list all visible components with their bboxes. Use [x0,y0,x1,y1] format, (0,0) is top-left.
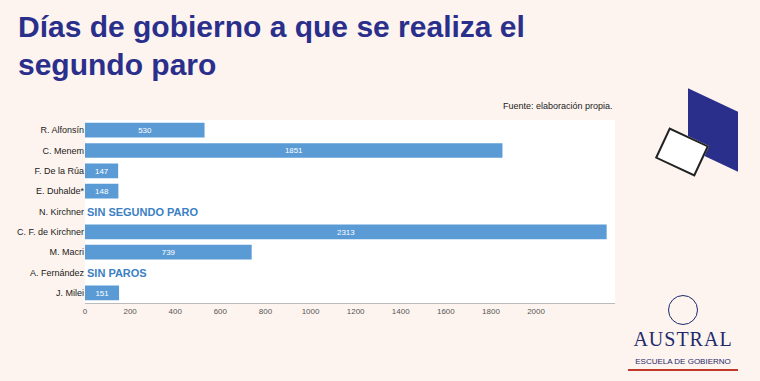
svg-text:C. Menem: C. Menem [42,146,84,156]
svg-text:SIN PAROS: SIN PAROS [87,267,147,279]
svg-text:2313: 2313 [337,228,355,237]
html-text:AUSTRAL: AUSTRAL [633,328,733,350]
svg-text:1851: 1851 [285,146,303,155]
svg-text:R. Alfonsín: R. Alfonsín [40,125,84,135]
svg-text:148: 148 [95,187,109,196]
svg-text:1400: 1400 [392,307,410,316]
svg-text:600: 600 [214,307,228,316]
svg-text:739: 739 [162,248,176,257]
svg-text:147: 147 [95,167,108,176]
html-text:ESCUELA DE GOBIERNO: ESCUELA DE GOBIERNO [635,357,731,366]
svg-text:1000: 1000 [302,307,320,316]
svg-text:M. Macri: M. Macri [50,247,85,257]
svg-text:800: 800 [259,307,273,316]
svg-text:1600: 1600 [437,307,455,316]
svg-text:Fuente: elaboración propia.: Fuente: elaboración propia. [503,101,613,111]
svg-text:C. F. de Kirchner: C. F. de Kirchner [17,227,84,237]
html-text:Días de gobierno a que se real: Días de gobierno a que se realiza el seg… [18,10,525,81]
svg-text:2000: 2000 [527,307,545,316]
svg-text:N. Kirchner: N. Kirchner [39,207,84,217]
svg-text:SIN SEGUNDO PARO: SIN SEGUNDO PARO [87,206,198,218]
svg-text:200: 200 [123,307,137,316]
svg-text:F. De la Rúa: F. De la Rúa [34,166,84,176]
svg-text:1800: 1800 [482,307,500,316]
svg-text:0: 0 [83,307,88,316]
svg-text:151: 151 [95,289,109,298]
svg-text:400: 400 [169,307,183,316]
svg-text:530: 530 [138,126,152,135]
svg-text:A. Fernández: A. Fernández [30,268,85,278]
svg-text:1200: 1200 [347,307,365,316]
svg-text:E. Duhalde*: E. Duhalde* [36,186,85,196]
svg-text:J. Milei: J. Milei [56,288,84,298]
